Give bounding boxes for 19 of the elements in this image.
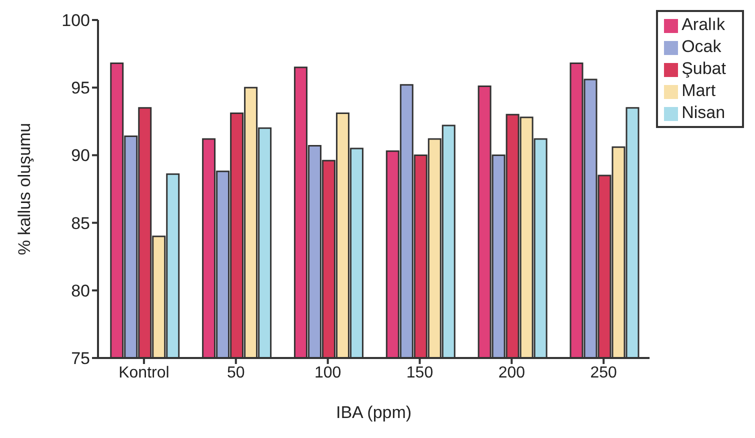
y-tick-label: 85 [71,214,90,233]
x-tick-label: 100 [314,364,342,382]
x-tick-label: 50 [226,364,245,382]
y-tick-label: 75 [71,349,90,368]
legend-label: Nisan [682,103,726,122]
y-tick-label: 90 [71,146,90,166]
x-tick-label: Kontrol [118,364,170,382]
y-tick-label: 100 [62,11,90,30]
y-axis-title: % kallus oluşumu [15,122,34,256]
x-axis-title: IBA (ppm) [336,403,412,422]
x-tick-label: 150 [406,364,434,382]
legend-label: Aralık [682,15,726,34]
x-tick-label: 200 [498,364,526,382]
legend-label: Şubat [682,59,726,78]
y-tick-label: 95 [71,78,90,98]
y-tick-label: 80 [71,281,90,300]
x-tick-label: 250 [590,364,618,382]
legend-label: Mart [682,81,716,100]
legend-label: Ocak [682,37,722,56]
